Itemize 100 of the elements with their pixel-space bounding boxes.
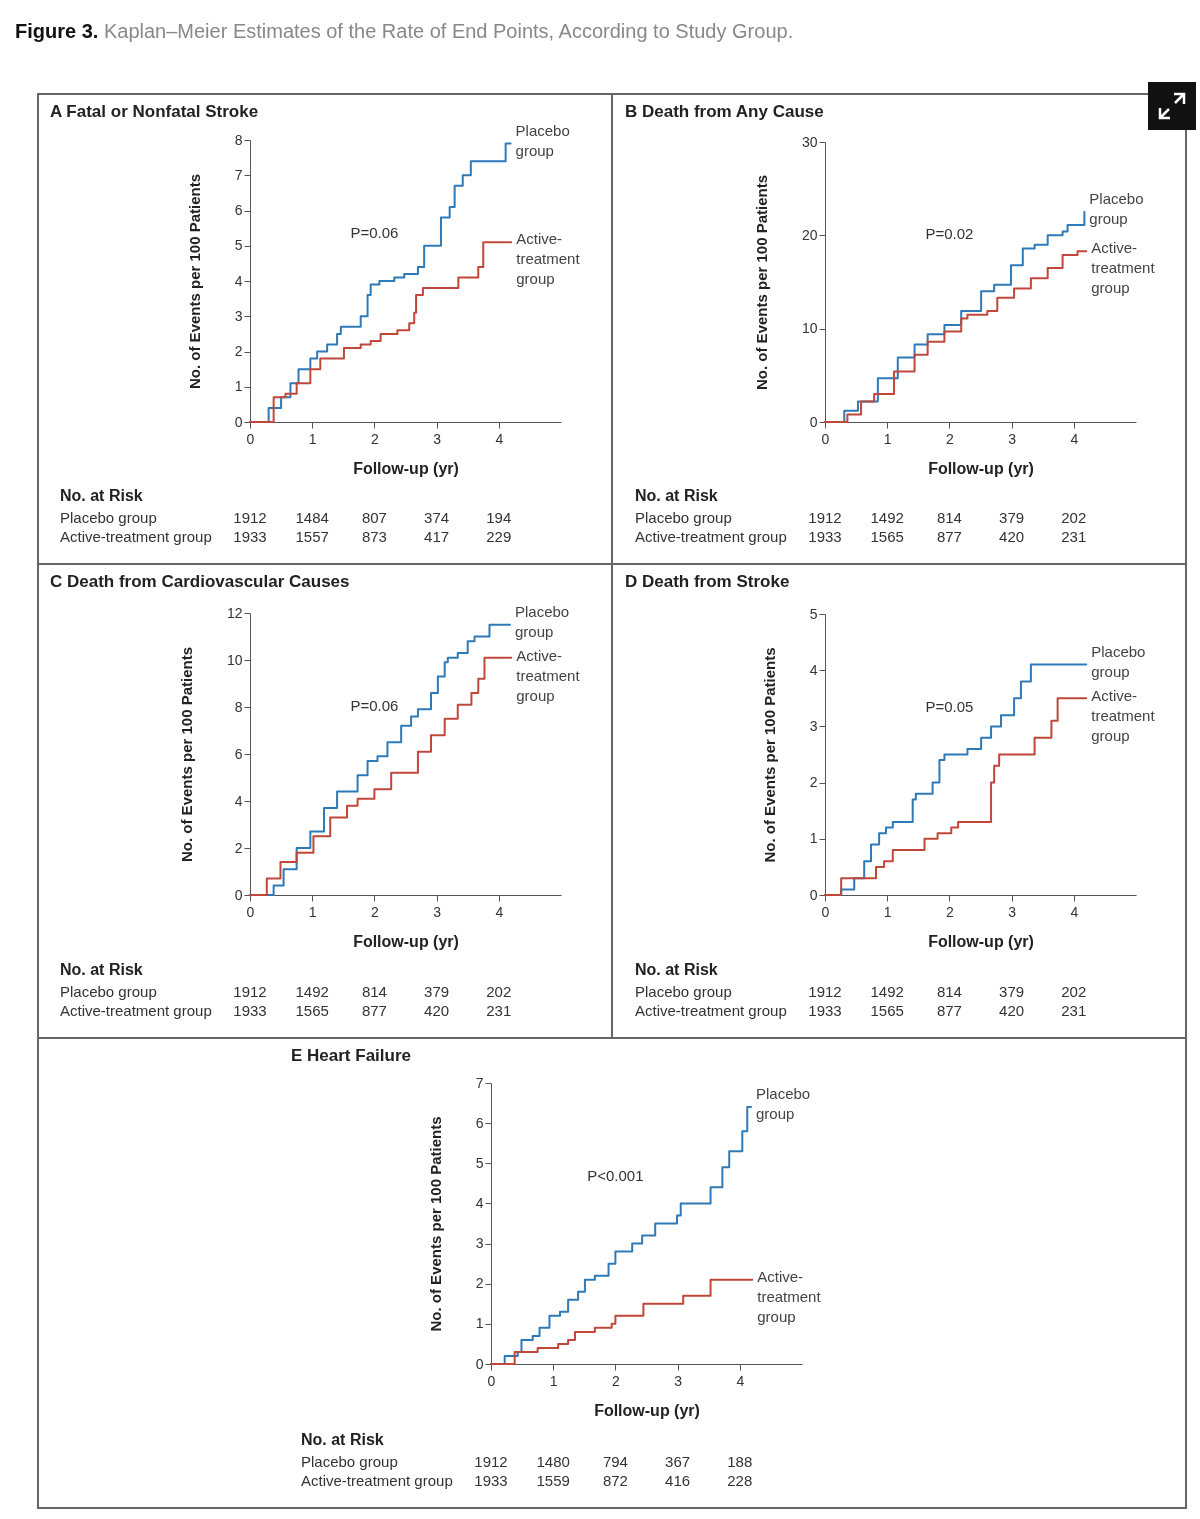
x-tick-label: 3 (1008, 430, 1017, 447)
y-tick-label: 0 (234, 886, 243, 903)
y-tick-label: 1 (809, 830, 818, 847)
text: 807 (361, 509, 387, 526)
x-tick-label: 2 (946, 430, 954, 447)
text: 1912 (233, 983, 267, 1000)
y-tick-label: 0 (809, 413, 818, 430)
x-tick-label: 4 (1070, 430, 1079, 447)
text: Placebo group (635, 509, 732, 526)
text: No. at Risk (60, 961, 143, 979)
text: 202 (1061, 983, 1087, 1000)
series-label: Active-treatment group (1091, 686, 1156, 744)
text: 231 (1061, 1002, 1087, 1019)
text: 417 (424, 528, 450, 545)
x-tick-label: 1 (883, 903, 892, 920)
y-tick-label: 3 (234, 307, 243, 324)
text: 814 (361, 983, 387, 1000)
y-tick-label: 4 (234, 272, 243, 289)
text: No. at Risk (635, 487, 718, 505)
y-tick-label: 2 (234, 343, 243, 359)
annotation: P=0.02 (925, 225, 974, 243)
text: 1912 (808, 509, 842, 526)
x-tick-label: 1 (308, 903, 317, 920)
y-tick-label: 4 (809, 661, 818, 678)
y-axis-title: No. of Events per 100 Patients (752, 174, 770, 391)
text: 1933 (474, 1472, 508, 1489)
text: Placebo group (60, 983, 157, 1000)
x-tick-label: 3 (1008, 903, 1017, 920)
text: No. at Risk (635, 961, 718, 979)
x-tick-label: 2 (371, 430, 379, 447)
x-tick-label: 0 (821, 903, 830, 920)
x-axis-title: Follow-up (yr) (594, 1401, 700, 1419)
caption: Figure 3. Kaplan–Meier Estimates of the Rate of End Points, According to Study Group. (15, 20, 794, 43)
y-tick-label: 2 (234, 839, 243, 856)
text: Active-treatment group (60, 1002, 212, 1019)
chart-title: D Death from Stroke (625, 572, 790, 591)
text: 1912 (474, 1453, 508, 1470)
text: 379 (999, 983, 1025, 1000)
text: 374 (424, 509, 450, 526)
annotation: P=0.06 (350, 224, 399, 242)
y-tick-label: 2 (809, 774, 818, 791)
series-label: Active-treatment group (757, 1267, 822, 1325)
x-tick-label: 0 (821, 430, 830, 447)
text: 379 (424, 983, 450, 1000)
text: 873 (361, 528, 387, 545)
y-tick-label: 4 (234, 792, 243, 809)
x-axis-title: Follow-up (yr) (928, 459, 1034, 477)
text: 194 (486, 509, 512, 526)
y-tick-label: 6 (475, 1114, 484, 1131)
text: Placebo group (635, 983, 732, 1000)
text: Active-treatment group (635, 528, 787, 545)
text: 420 (999, 1002, 1025, 1019)
series-label: Placebo group (755, 1085, 811, 1123)
text: 1559 (536, 1472, 570, 1489)
y-tick-label: 20 (801, 226, 818, 243)
text: 1480 (536, 1453, 570, 1470)
text: 231 (486, 1002, 512, 1019)
text: 202 (486, 983, 512, 1000)
text: 420 (999, 528, 1025, 545)
series-label: Placebo group (514, 602, 570, 640)
text: 814 (936, 983, 962, 1000)
y-tick-label: 6 (234, 202, 243, 218)
text: No. at Risk (60, 487, 143, 505)
x-tick-label: 3 (674, 1372, 683, 1389)
text: 231 (1061, 528, 1087, 545)
y-tick-label: 8 (234, 698, 243, 715)
y-tick-label: 7 (234, 166, 243, 183)
series-label: Active-treatment group (1091, 239, 1156, 297)
y-tick-label: 5 (234, 237, 243, 254)
x-axis-title: Follow-up (yr) (353, 459, 459, 477)
text: 1492 (870, 509, 904, 526)
y-tick-label: 3 (809, 717, 818, 734)
text: 1912 (808, 983, 842, 1000)
x-tick-label: 3 (433, 903, 442, 920)
text: 1565 (870, 1002, 904, 1019)
text: 367 (665, 1453, 691, 1470)
chart-title: B Death from Any Cause (625, 102, 824, 121)
y-tick-label: 12 (226, 604, 243, 621)
text: 814 (936, 509, 962, 526)
chart-title: C Death from Cardiovascular Causes (50, 572, 350, 591)
text: 1933 (233, 1002, 267, 1019)
x-tick-label: 0 (246, 430, 255, 447)
text: 228 (727, 1472, 753, 1489)
x-axis-title: Follow-up (yr) (353, 932, 459, 950)
x-tick-label: 1 (883, 430, 892, 447)
y-tick-label: 6 (234, 745, 243, 762)
x-tick-label: 1 (308, 430, 317, 447)
series-label: Placebo group (515, 121, 570, 159)
y-tick-label: 5 (475, 1154, 484, 1171)
x-tick-label: 4 (736, 1372, 745, 1389)
y-tick-label: 7 (475, 1074, 484, 1091)
series-label: Placebo group (1089, 190, 1144, 227)
text: 1565 (295, 1002, 329, 1019)
y-tick-label: 10 (226, 651, 243, 668)
text: 202 (1061, 509, 1087, 526)
y-tick-label: 2 (475, 1275, 484, 1292)
y-tick-label: 0 (809, 886, 818, 903)
text: E Heart Failure (291, 1046, 411, 1065)
x-tick-label: 2 (371, 903, 379, 920)
y-tick-label: 10 (801, 320, 818, 337)
